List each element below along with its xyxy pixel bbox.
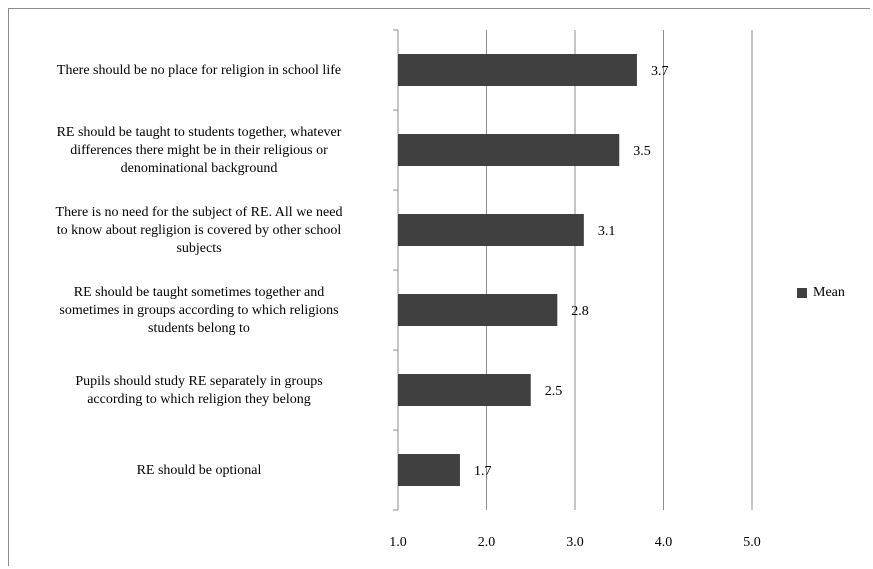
data-label: 3.5 (633, 144, 651, 159)
category-label: RE should be taught sometimes together a… (14, 284, 384, 338)
x-tick-label: 1.0 (389, 535, 407, 550)
category-label: RE should be taught to students together… (14, 124, 384, 178)
chart-frame (8, 8, 870, 566)
legend: Mean (797, 285, 845, 301)
category-label: RE should be optional (14, 462, 384, 480)
category-label: There is no need for the subject of RE. … (14, 204, 384, 258)
data-label: 2.5 (545, 384, 563, 399)
bar (398, 134, 620, 166)
legend-swatch (797, 288, 807, 298)
data-label: 2.8 (571, 304, 589, 319)
category-label: Pupils should study RE separately in gro… (14, 373, 384, 409)
bar (398, 54, 637, 86)
x-tick-label: 3.0 (566, 535, 584, 550)
category-label-line: to know about regligion is covered by ot… (56, 223, 342, 238)
category-label: There should be no place for religion in… (14, 62, 384, 80)
bar (398, 454, 460, 486)
category-label-line: Pupils should study RE separately in gro… (75, 374, 323, 389)
category-label-line: sometimes in groups according to which r… (59, 303, 339, 318)
bar (398, 374, 531, 406)
legend-label: Mean (813, 285, 845, 300)
x-tick-label: 4.0 (655, 535, 673, 550)
category-label-line: RE should be optional (136, 463, 262, 478)
bar (398, 214, 584, 246)
category-label-line: There should be no place for religion in… (56, 63, 342, 78)
category-label-line: RE should be taught to students together… (56, 125, 342, 140)
category-label-line: RE should be taught sometimes together a… (73, 285, 325, 300)
category-label-line: denominational background (120, 161, 278, 176)
x-tick-label: 5.0 (743, 535, 761, 550)
data-label: 3.7 (651, 64, 669, 79)
category-label-line: differences there might be in their reli… (70, 143, 328, 158)
category-label-line: according to which religion they belong (87, 392, 311, 407)
category-label-line: subjects (176, 241, 222, 256)
category-label-line: students belong to (148, 321, 250, 336)
data-label: 1.7 (474, 464, 492, 479)
bar (398, 294, 558, 326)
x-tick-label: 2.0 (478, 535, 496, 550)
data-label: 3.1 (598, 224, 616, 239)
category-label-line: There is no need for the subject of RE. … (55, 205, 343, 220)
